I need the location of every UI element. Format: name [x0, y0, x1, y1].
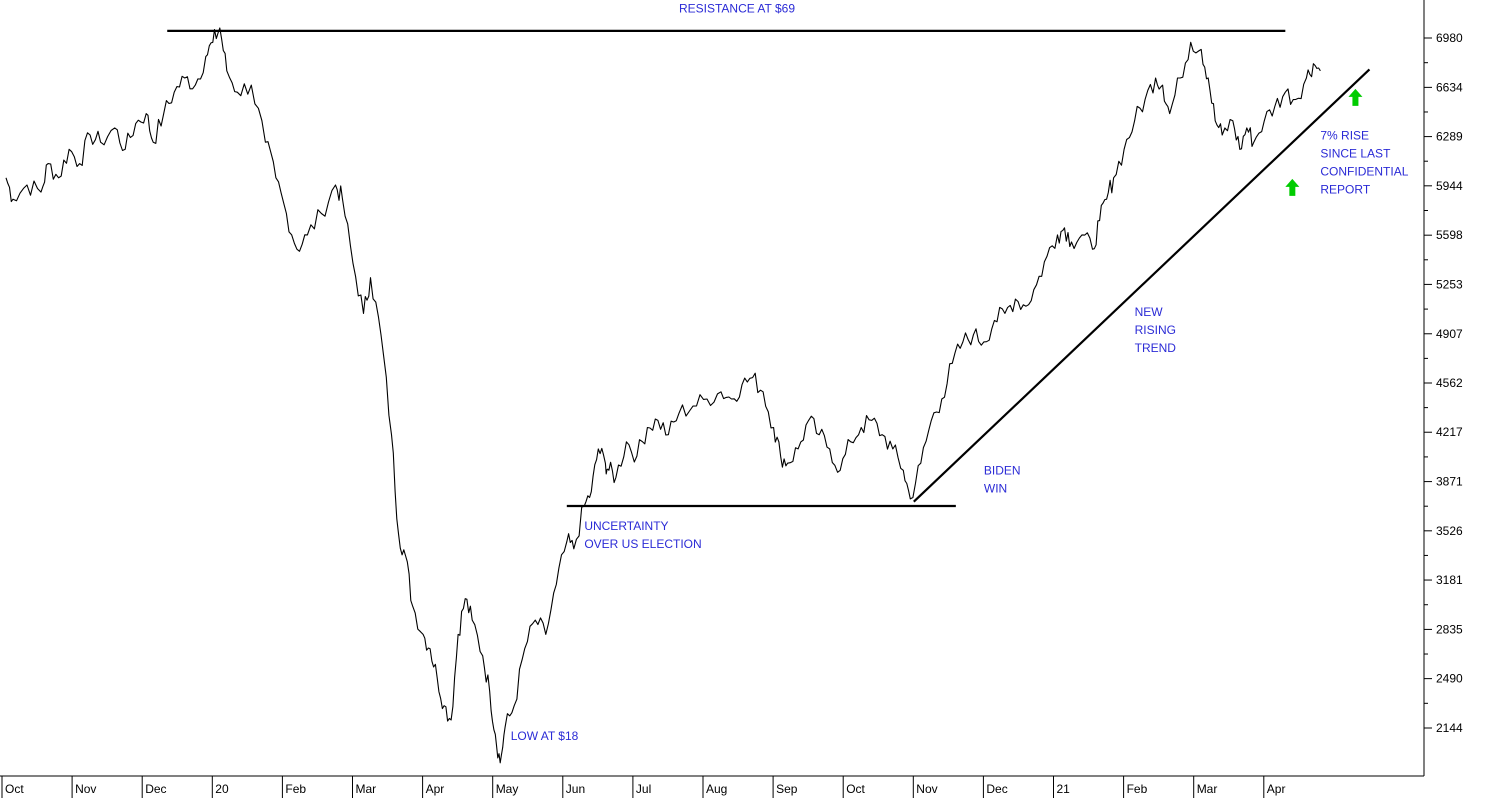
x-tick-label: Jun — [566, 782, 585, 796]
annotations-layer: RESISTANCE AT $69 LOW AT $18 UNCERTAINTY OV… — [511, 1, 1409, 743]
series-layer — [5, 27, 1321, 764]
x-tick-label: 20 — [215, 782, 229, 796]
arrows-layer — [1285, 88, 1363, 196]
y-tick-label: 2144 — [1436, 721, 1463, 735]
x-tick-label: Feb — [1127, 782, 1148, 796]
y-tick-label: 3181 — [1436, 573, 1463, 587]
x-tick-label: Jul — [636, 782, 651, 796]
x-tick-label: Sep — [776, 782, 798, 796]
y-tick-label: 6634 — [1436, 80, 1463, 94]
trendlines-layer — [167, 29, 1371, 508]
annotation-text: OVER US ELECTION — [584, 537, 701, 551]
annotation-text: REPORT — [1320, 182, 1370, 196]
annotation-text: RESISTANCE AT $69 — [679, 1, 795, 15]
y-tick-label: 5944 — [1436, 179, 1463, 193]
y-tick-label: 4907 — [1436, 327, 1463, 341]
x-tick-label: Dec — [986, 782, 1007, 796]
x-tick-label: Mar — [356, 782, 377, 796]
annotation-text: TREND — [1135, 341, 1177, 355]
y-tick-label: 5598 — [1436, 228, 1463, 242]
x-tick-label: May — [496, 782, 519, 796]
y-tick-label: 4562 — [1436, 376, 1463, 390]
x-tick-label: Oct — [846, 782, 865, 796]
y-tick-label: 3526 — [1436, 524, 1463, 538]
annotation-text: CONFIDENTIAL — [1320, 164, 1408, 178]
x-tick-label: Aug — [706, 782, 727, 796]
y-tick-label: 6289 — [1436, 130, 1463, 144]
y-tick-label: 5253 — [1436, 277, 1463, 291]
x-tick-label: Oct — [5, 782, 24, 796]
trendline-rising-trend — [913, 68, 1371, 503]
price-series-line — [5, 27, 1321, 764]
annotation-text: 7% RISE — [1320, 128, 1369, 142]
axes-layer: 2144 2490 2835 3181 3526 3871 4217 4562 4907 5253… — [0, 0, 1463, 798]
x-tick-label: Nov — [75, 782, 96, 796]
x-tick-label: Dec — [145, 782, 166, 796]
annotation-text: RISING — [1135, 323, 1176, 337]
y-tick-label: 3871 — [1436, 475, 1463, 489]
annotation-text: WIN — [984, 482, 1007, 496]
annotation-text: BIDEN — [984, 464, 1021, 478]
x-tick-label: Apr — [1267, 782, 1286, 796]
up-arrow-icon — [1285, 178, 1300, 196]
y-tick-label: 6980 — [1436, 31, 1463, 45]
annotation-text: UNCERTAINTY — [584, 519, 668, 533]
x-tick-label: Mar — [1197, 782, 1218, 796]
x-tick-label: 21 — [1057, 782, 1071, 796]
x-tick-label: Feb — [285, 782, 306, 796]
x-tick-label: Apr — [426, 782, 445, 796]
y-tick-label: 2835 — [1436, 622, 1463, 636]
annotation-text: LOW AT $18 — [511, 729, 579, 743]
annotation-text: SINCE LAST — [1320, 146, 1391, 160]
x-tick-label: Nov — [916, 782, 937, 796]
y-tick-label: 2490 — [1436, 672, 1463, 686]
y-tick-label: 4217 — [1436, 425, 1463, 439]
up-arrow-icon — [1348, 88, 1363, 106]
annotation-text: NEW — [1135, 305, 1164, 319]
